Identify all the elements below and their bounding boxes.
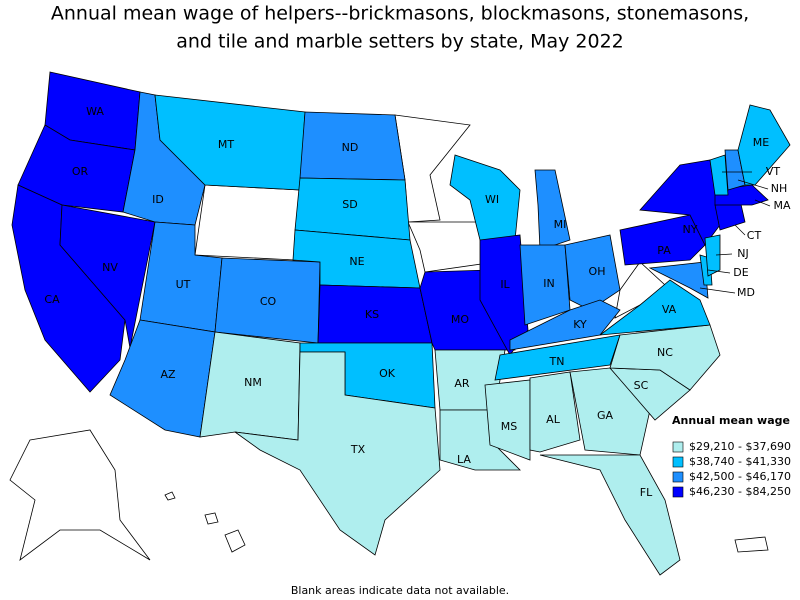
- state-label: GA: [597, 409, 614, 422]
- state-label: NC: [657, 346, 673, 359]
- state-label: AL: [546, 413, 561, 426]
- state-label: WI: [485, 193, 499, 206]
- state-label: MS: [501, 420, 517, 433]
- state-label: LA: [457, 453, 471, 466]
- state-label: AR: [454, 377, 470, 390]
- state-label: SC: [634, 379, 649, 392]
- state: [709, 154, 729, 196]
- state: [648, 261, 709, 299]
- state-label: NM: [244, 376, 262, 389]
- title-line: Annual mean wage of helpers--brickmasons…: [51, 3, 749, 25]
- state-blank: [194, 184, 301, 261]
- legend-label: $42,500 - $46,170: [689, 470, 791, 483]
- state: [509, 299, 621, 351]
- state-label: VT: [766, 165, 781, 178]
- leader-line: [754, 199, 771, 207]
- state-label: ME: [753, 136, 769, 149]
- state-label: OH: [589, 265, 606, 278]
- state-blank: [224, 529, 246, 553]
- state: [529, 371, 581, 453]
- leader-line: [734, 224, 746, 236]
- legend-title: Annual mean wage: [672, 414, 790, 427]
- state-label: NE: [349, 255, 364, 268]
- state-label: WA: [86, 105, 104, 118]
- state-label: ND: [342, 141, 359, 154]
- state-label: AZ: [160, 368, 176, 381]
- state-label: CA: [44, 293, 60, 306]
- state-label: VA: [662, 303, 677, 316]
- state-blank: [734, 536, 769, 553]
- leader-lines: [699, 171, 771, 294]
- legend-swatch: [672, 456, 684, 468]
- state-label: IN: [543, 277, 554, 290]
- legend-label: $46,230 - $84,250: [689, 485, 791, 498]
- state-label: PA: [657, 244, 671, 257]
- blank-areas: [9, 114, 769, 561]
- state-blank: [407, 221, 496, 273]
- state-label: CT: [747, 229, 762, 242]
- state-label: NJ: [737, 247, 748, 260]
- state: [704, 234, 721, 277]
- state: [484, 379, 531, 461]
- legend-swatch: [672, 471, 684, 483]
- state-label: FL: [640, 486, 653, 499]
- state: [539, 454, 681, 576]
- leader-line: [715, 253, 733, 256]
- leader-line: [737, 179, 769, 190]
- legend-label: $38,740 - $41,330: [689, 455, 791, 468]
- legend-swatch: [672, 441, 684, 453]
- state-blank: [164, 491, 176, 501]
- state-label: KS: [365, 308, 379, 321]
- state: [598, 279, 711, 336]
- state-label: NY: [683, 223, 698, 236]
- state: [494, 334, 621, 381]
- state-label: UT: [176, 278, 191, 291]
- state-label: MD: [737, 286, 755, 299]
- title-line: and tile and marble setters by state, Ma…: [176, 31, 624, 53]
- state-label: MO: [451, 313, 469, 326]
- state-label: DE: [733, 266, 748, 279]
- footnote: Blank areas indicate data not available.: [291, 584, 509, 597]
- state-label: IL: [500, 278, 510, 291]
- state: [59, 204, 156, 349]
- state-blank: [204, 512, 219, 525]
- state-label: CO: [260, 295, 277, 308]
- state: [564, 234, 621, 311]
- state-blank: [9, 429, 151, 561]
- state: [737, 104, 791, 186]
- state-label: OK: [379, 367, 396, 380]
- state-labels: WA OR CA NV ID MT UT AZ CO NM ND SD NE KS OK TX MO AR LA WI…: [44, 105, 791, 499]
- state-label: TX: [350, 443, 366, 456]
- state-label: NH: [771, 182, 788, 195]
- state-label: ID: [152, 193, 164, 206]
- state-label: NV: [102, 261, 118, 274]
- legend-label: $29,210 - $37,690: [689, 440, 791, 453]
- state-label: TN: [549, 355, 565, 368]
- leader-line: [699, 287, 736, 294]
- state: [234, 351, 441, 556]
- state: [619, 214, 706, 266]
- state: [154, 94, 306, 191]
- state: [534, 169, 571, 251]
- state-label: MA: [773, 199, 790, 212]
- state-label: MT: [218, 138, 234, 151]
- states: [11, 71, 791, 576]
- state-label: OR: [72, 165, 89, 178]
- legend-swatch: [672, 486, 684, 498]
- state-label: SD: [342, 198, 357, 211]
- state-label: KY: [573, 318, 587, 331]
- state-label: MI: [554, 218, 567, 231]
- leader-line: [707, 269, 731, 274]
